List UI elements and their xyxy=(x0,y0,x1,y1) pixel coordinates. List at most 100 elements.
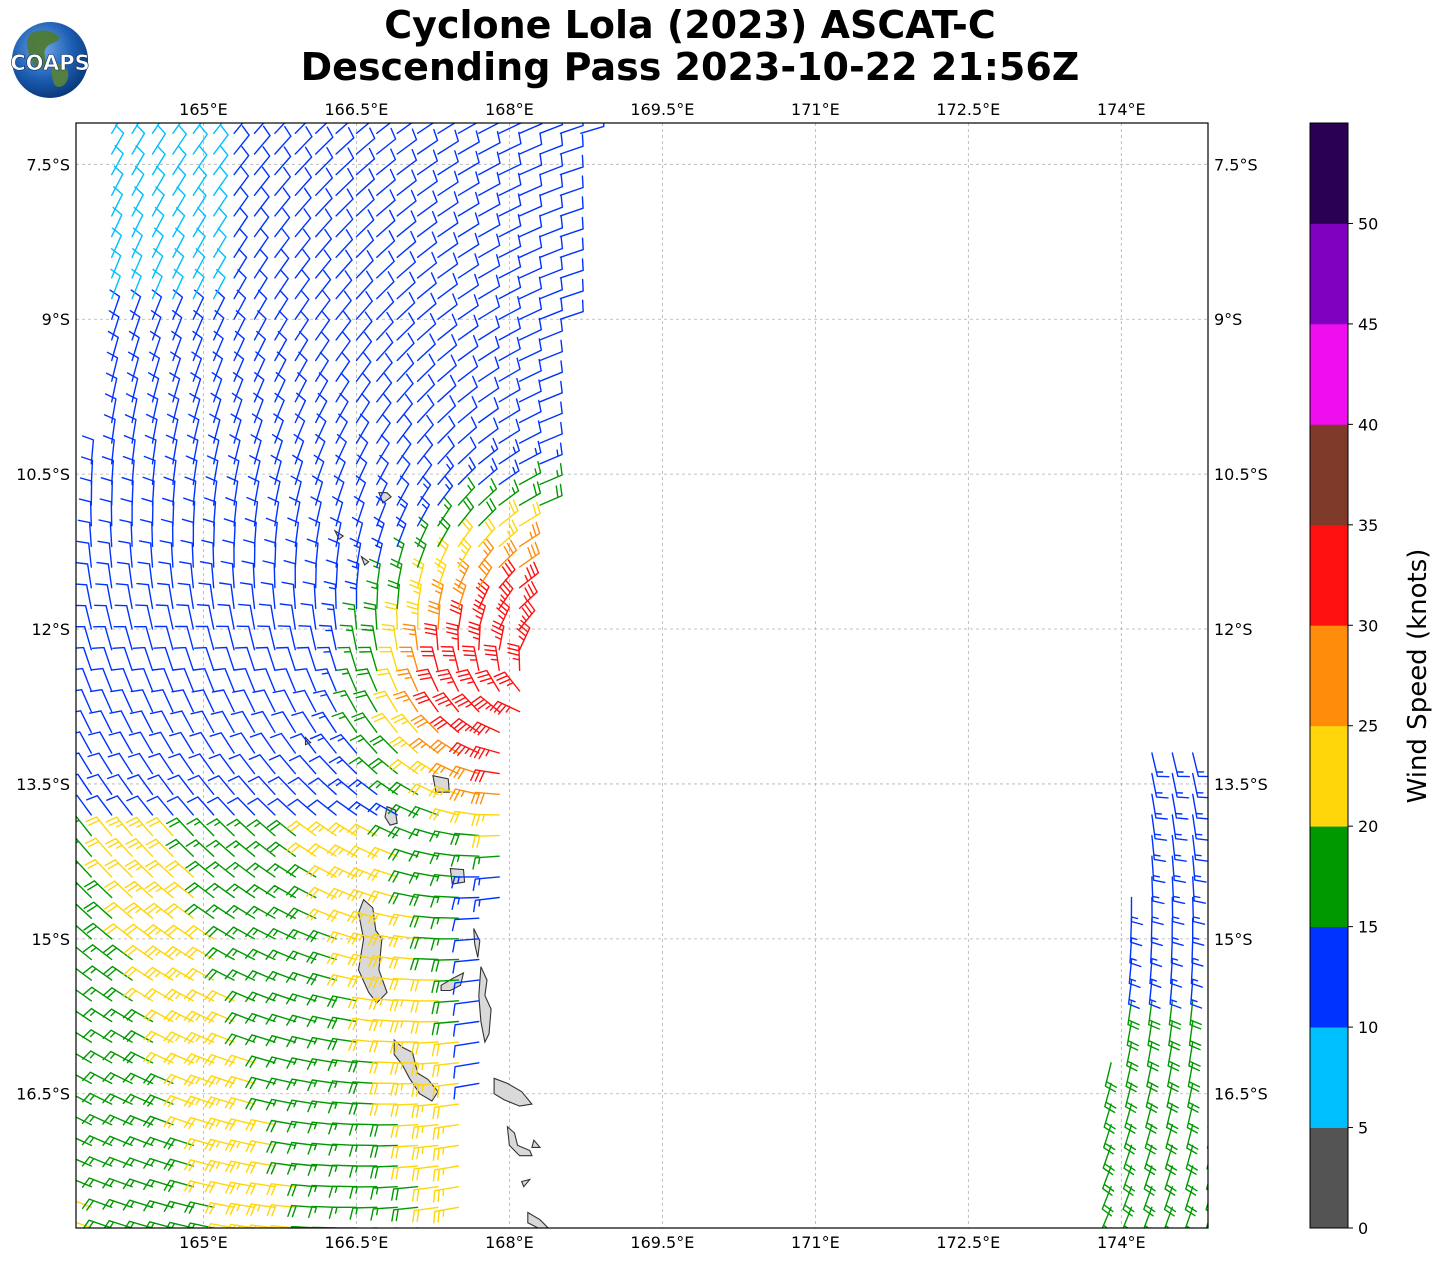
wind-barb xyxy=(286,842,317,857)
wind-barb xyxy=(478,315,500,341)
wind-barb xyxy=(452,979,480,995)
wind-barb xyxy=(185,455,198,486)
wind-barb xyxy=(471,813,500,827)
island-1 xyxy=(357,898,388,1004)
colorbar-tick-label: 15 xyxy=(1358,918,1378,937)
wind-barb xyxy=(157,582,174,610)
wind-barb xyxy=(475,669,500,692)
wind-barb xyxy=(1104,1082,1117,1114)
wind-barb xyxy=(498,479,520,506)
wind-barb xyxy=(478,478,498,506)
wind-barb xyxy=(145,817,174,837)
wind-barb xyxy=(183,497,196,527)
wind-barb xyxy=(163,967,194,981)
wind-barb xyxy=(478,538,495,568)
wind-barb xyxy=(410,957,439,971)
wind-barb xyxy=(410,1000,439,1013)
wind-barb xyxy=(228,753,256,775)
wind-barb xyxy=(225,1202,256,1216)
wind-barb xyxy=(539,277,563,300)
wind-barb xyxy=(469,745,500,760)
wind-barb xyxy=(144,881,174,899)
wind-barb xyxy=(76,1074,92,1085)
wind-barb xyxy=(409,737,439,754)
wind-barb xyxy=(368,1018,398,1032)
wind-barb xyxy=(351,712,378,733)
wind-barb xyxy=(192,227,206,258)
wind-barb xyxy=(498,234,522,258)
wind-barb xyxy=(166,413,179,444)
wind-barb xyxy=(369,1103,398,1116)
wind-barb xyxy=(137,561,154,589)
wind-barb xyxy=(559,175,584,196)
wind-barb xyxy=(105,837,133,857)
wind-barb xyxy=(143,1136,174,1148)
wind-barb xyxy=(159,540,174,568)
wind-barb xyxy=(451,693,480,713)
wind-barb xyxy=(355,229,375,258)
wind-barb xyxy=(183,1031,215,1044)
wind-barb xyxy=(408,828,439,840)
wind-barb xyxy=(82,944,113,961)
wind-barb xyxy=(122,1115,154,1126)
wind-barb xyxy=(451,876,480,889)
wind-barb xyxy=(143,1115,174,1128)
wind-barb xyxy=(396,414,413,444)
wind-barb xyxy=(478,123,501,134)
wind-barb xyxy=(245,884,276,899)
wind-barb xyxy=(88,731,113,754)
wind-barb xyxy=(122,1157,154,1169)
wind-barb xyxy=(355,209,375,238)
wind-barb xyxy=(457,477,476,506)
wind-barb xyxy=(253,269,268,300)
wind-barb xyxy=(245,905,276,919)
wind-barb xyxy=(408,783,439,796)
wind-barb xyxy=(225,1160,256,1173)
wind-barb xyxy=(518,521,541,548)
wind-barb xyxy=(411,1227,419,1228)
wind-barb xyxy=(347,801,378,816)
wind-barb xyxy=(498,172,522,196)
wind-barb xyxy=(433,1227,439,1228)
latitude-tick-labels: 7.5°S 7.5°S 9°S 9°S 10.5°S 10.5°S 12°S 12°S 13.5… xyxy=(16,155,1268,1103)
wind-barb xyxy=(390,558,403,589)
wind-barb xyxy=(1187,1082,1200,1113)
lon-tick-label: 172.5°E xyxy=(936,1233,1000,1252)
wind-barb xyxy=(432,1082,460,1099)
wind-barb xyxy=(498,439,520,465)
wind-barb xyxy=(176,604,194,630)
wind-barb xyxy=(473,896,500,913)
wind-barb xyxy=(396,169,417,196)
wind-barb xyxy=(327,778,358,795)
wind-barb xyxy=(76,1010,92,1023)
wind-barb xyxy=(1124,1103,1137,1134)
wind-barb xyxy=(108,731,133,754)
wind-barb xyxy=(430,895,460,908)
wind-barb xyxy=(104,880,133,899)
wind-barb xyxy=(81,1156,113,1167)
wind-barb xyxy=(194,646,215,671)
wind-barb xyxy=(395,668,419,692)
wind-barb xyxy=(151,248,164,279)
wind-barb xyxy=(396,332,415,362)
wind-barb xyxy=(1206,1143,1208,1150)
wind-barb xyxy=(539,215,564,238)
wind-barb xyxy=(245,1076,276,1090)
wind-barb xyxy=(1192,752,1208,778)
wind-barb xyxy=(1101,1206,1112,1228)
wind-barb xyxy=(451,896,480,910)
wind-barb xyxy=(258,603,276,630)
wind-barb xyxy=(180,539,194,568)
wind-barb xyxy=(1192,896,1206,925)
wind-barb xyxy=(416,128,439,155)
wind-barb xyxy=(452,958,480,974)
wind-barb xyxy=(204,1053,235,1067)
wind-barb xyxy=(1171,793,1189,820)
wind-barb xyxy=(102,1072,133,1085)
wind-barb xyxy=(122,1093,154,1105)
wind-barb xyxy=(245,927,276,940)
wind-barb xyxy=(189,731,215,754)
wind-barb xyxy=(76,816,92,837)
wind-barb xyxy=(107,752,133,775)
wind-barb xyxy=(265,1013,296,1025)
